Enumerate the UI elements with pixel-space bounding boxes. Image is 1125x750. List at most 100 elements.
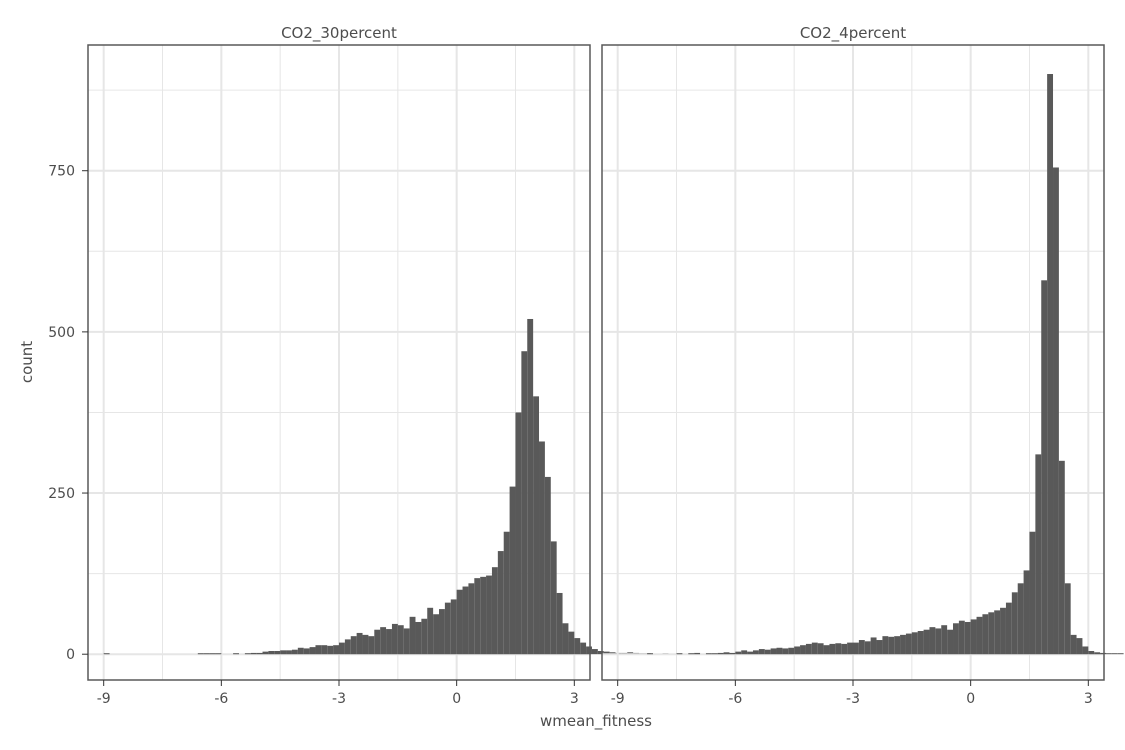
x-tick-label: -9: [611, 691, 625, 707]
histogram-bar: [858, 640, 865, 655]
histogram-bar: [770, 648, 777, 655]
histogram-bar: [321, 645, 328, 655]
histogram-bar: [711, 653, 718, 655]
histogram-bar: [250, 652, 257, 655]
histogram-bar: [835, 643, 842, 655]
y-tick-label: 0: [66, 647, 75, 663]
facet-panel: CO2_4percent -9 -6 -3 0 3: [601, 24, 1124, 707]
histogram-bar: [244, 653, 251, 655]
histogram-bar: [1023, 570, 1030, 655]
x-tick-label: -3: [846, 691, 860, 707]
histogram-bar: [203, 653, 210, 655]
histogram-bar: [1053, 167, 1059, 655]
x-axis-label: wmean_fitness: [540, 712, 652, 731]
histogram-bar: [752, 650, 759, 655]
histogram-bar: [474, 578, 481, 655]
histogram-bar: [233, 653, 239, 655]
histogram-bar: [888, 636, 895, 655]
y-tick-label: 250: [48, 486, 75, 502]
histogram-bar: [480, 576, 487, 655]
histogram-bar: [333, 645, 339, 655]
histogram-bar: [776, 647, 783, 655]
histogram-bar: [1100, 652, 1106, 655]
histogram-bar: [427, 607, 434, 655]
histogram-bar: [1076, 638, 1083, 655]
histogram-bar: [941, 625, 948, 655]
histogram-bar: [391, 623, 398, 655]
histogram-bar: [291, 649, 298, 655]
histogram-bar: [782, 648, 789, 655]
histogram-bar: [876, 640, 883, 655]
histogram-bar: [268, 650, 275, 655]
histogram-bar: [1005, 602, 1012, 655]
histogram-bar: [315, 645, 322, 655]
histogram-bar: [800, 645, 806, 655]
histogram-bar: [327, 645, 334, 655]
histogram-bar: [811, 642, 818, 655]
histogram-bar: [982, 614, 989, 655]
y-tick-label: 750: [48, 164, 75, 180]
histogram-bar: [747, 651, 753, 655]
histogram-bar: [303, 648, 310, 655]
histogram-bar: [1011, 592, 1018, 655]
histogram-bar: [509, 486, 516, 655]
histogram-bar: [497, 551, 504, 655]
histogram-bar: [486, 575, 492, 655]
histogram-bar: [905, 633, 912, 655]
histogram-bar: [562, 623, 569, 655]
histogram-bar: [433, 614, 440, 655]
histogram-bar: [947, 629, 954, 655]
histogram-bar: [580, 642, 587, 655]
histogram-bar: [929, 627, 936, 655]
histogram-bar: [1117, 653, 1124, 655]
histogram-bar: [362, 634, 369, 655]
histogram-bar: [758, 649, 765, 655]
histogram-bar: [103, 653, 110, 655]
histogram-bar: [900, 634, 906, 655]
histogram-bar: [397, 625, 404, 655]
histogram-bar: [1047, 74, 1054, 655]
histogram-bar: [1017, 583, 1024, 655]
histogram-bar: [444, 602, 451, 655]
histogram-bar: [297, 647, 304, 655]
histogram-bar: [1088, 650, 1095, 655]
histogram-bar: [935, 628, 942, 655]
histogram-bar: [1000, 607, 1006, 655]
histogram-bar: [309, 647, 316, 655]
histogram-bar: [870, 637, 877, 655]
histogram-bar: [380, 627, 387, 655]
facet-label: CO2_4percent: [800, 24, 906, 43]
histogram-bar: [823, 645, 830, 655]
histogram-bar: [917, 631, 924, 655]
histogram-bar: [450, 599, 457, 655]
histogram-bar: [591, 649, 598, 655]
histogram-bar: [853, 642, 859, 655]
x-tick-label: -9: [97, 691, 111, 707]
histogram-bar: [894, 636, 901, 655]
histogram-bar: [976, 616, 983, 655]
x-tick-label: 3: [1084, 691, 1093, 707]
histogram-bar: [1064, 583, 1071, 655]
facet-label: CO2_30percent: [281, 24, 397, 43]
histogram-bar: [468, 583, 475, 655]
histogram-bar: [280, 650, 287, 655]
histogram-bar: [864, 641, 871, 655]
histogram-bar: [386, 629, 392, 655]
x-tick-label: -3: [332, 691, 346, 707]
histogram-bar: [923, 629, 930, 655]
x-tick-label: 0: [452, 691, 461, 707]
histogram-bar: [705, 653, 712, 655]
histogram-bar: [356, 632, 363, 655]
histogram-bar: [439, 609, 445, 655]
histogram-bar: [676, 653, 683, 655]
histogram-bar: [764, 649, 771, 655]
histogram-bar: [574, 638, 581, 655]
histogram-bar: [550, 541, 557, 655]
histogram-bar: [603, 651, 610, 655]
histogram-bar: [841, 643, 848, 655]
histogram-bar: [688, 653, 695, 655]
histogram-bar: [539, 441, 545, 655]
histogram-bar: [805, 643, 812, 655]
histogram-bar: [368, 636, 375, 655]
histogram-bar: [197, 653, 204, 655]
